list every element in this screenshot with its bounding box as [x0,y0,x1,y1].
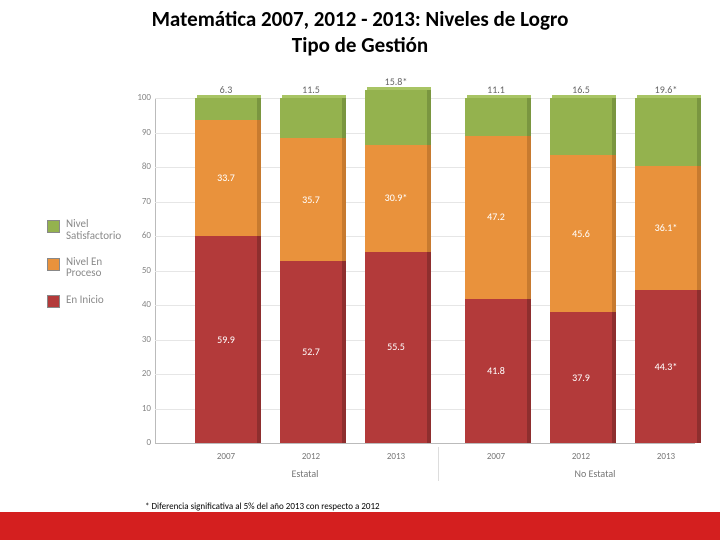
title-line1: Matemática 2007, 2012 - 2013: Niveles de… [0,6,720,32]
bar-3d-side [612,155,616,312]
legend-item: Nivel EnProceso [47,256,121,280]
chart-legend: NivelSatisfactorio Nivel EnProceso En Inic… [47,218,121,322]
segment-satisfactorio [280,98,342,138]
legend-label: Nivel EnProceso [66,256,102,279]
y-tick-label: 40 [127,299,151,310]
y-tick-label: 80 [127,161,151,172]
segment-value-label: 52.7 [280,345,342,358]
segment-satisfactorio [635,98,697,166]
segment-value-label: 37.9 [550,371,612,384]
bar-3d-side [697,290,701,443]
slide-title: Matemática 2007, 2012 - 2013: Niveles de… [0,6,720,58]
segment-satisfactorio [550,98,612,155]
x-category-label: 2007 [460,451,532,462]
y-tick-label: 100 [127,92,151,103]
bar-3d-side [527,299,531,443]
x-category-label: 2012 [545,451,617,462]
stacked-bar: 37.945.616.5 [550,98,612,443]
y-tick-label: 30 [127,334,151,345]
segment-satisfactorio [195,98,257,120]
segment-satisfactorio [365,90,427,145]
y-tick-label: 0 [127,437,151,448]
segment-value-label: 30.9* [365,191,427,204]
bar-3d-side [427,145,431,252]
slide-root: Matemática 2007, 2012 - 2013: Niveles de… [0,0,720,540]
legend-item: NivelSatisfactorio [47,218,121,242]
x-category-label: 2012 [275,451,347,462]
stacked-bar: 59.933.76.3 [195,98,257,443]
bar-3d-side [257,236,261,443]
bar-3d-side [527,98,531,136]
legend-label: En Inicio [66,294,104,306]
x-category-label: 2013 [630,451,702,462]
y-tick-label: 60 [127,230,151,241]
segment-satisfactorio [465,98,527,136]
y-tick-label: 70 [127,196,151,207]
segment-value-label: 6.3 [195,83,257,96]
y-tick-label: 20 [127,368,151,379]
bar-3d-side [697,98,701,166]
stacked-bar: 52.735.711.5 [280,98,342,443]
bar-3d-side [342,138,346,261]
bottom-accent-bar [0,512,720,540]
segment-value-label: 55.5 [365,340,427,353]
legend-swatch [47,220,60,233]
x-axis-line [155,443,695,444]
x-group-label: No Estatal [535,467,655,480]
legend-label: NivelSatisfactorio [66,218,121,241]
segment-value-label: 11.1 [465,83,527,96]
segment-value-label: 44.3* [635,360,697,373]
segment-value-label: 33.7 [195,171,257,184]
segment-value-label: 45.6 [550,227,612,240]
y-tick-label: 50 [127,265,151,276]
bar-3d-side [257,120,261,236]
segment-value-label: 16.5 [550,83,612,96]
bar-3d-side [427,90,431,145]
stacked-bar: 55.530.9*15.8* [365,98,427,443]
bar-3d-side [427,252,431,443]
segment-value-label: 35.7 [280,193,342,206]
x-group-label: Estatal [245,467,365,480]
legend-swatch [47,258,60,271]
stacked-bar: 41.847.211.1 [465,98,527,443]
x-category-label: 2007 [190,451,262,462]
segment-value-label: 36.1* [635,221,697,234]
bar-3d-side [527,136,531,299]
title-line2: Tipo de Gestión [0,32,720,58]
bar-3d-side [342,98,346,138]
footnote-text: * Diferencia significativa al 5% del año… [145,501,380,512]
stacked-bar: 44.3*36.1*19.6* [635,98,697,443]
chart-plot-area: 010203040506070809010059.933.76.3200752.… [155,98,695,443]
bar-3d-side [612,312,616,443]
bar-3d-side [612,98,616,155]
y-tick-label: 90 [127,127,151,138]
segment-value-label: 19.6* [635,83,697,96]
group-separator [438,447,439,481]
legend-item: En Inicio [47,293,121,308]
legend-swatch [47,295,60,308]
bar-3d-side [697,166,701,291]
bar-3d-side [257,98,261,120]
x-category-label: 2013 [360,451,432,462]
segment-value-label: 15.8* [365,75,427,88]
segment-value-label: 59.9 [195,333,257,346]
segment-value-label: 11.5 [280,83,342,96]
segment-value-label: 47.2 [465,210,527,223]
bar-3d-side [342,261,346,443]
y-tick-label: 10 [127,403,151,414]
segment-value-label: 41.8 [465,364,527,377]
